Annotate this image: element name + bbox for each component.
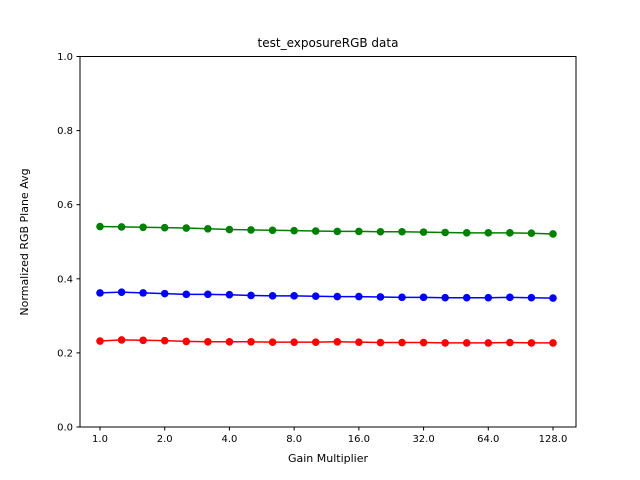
green-plane-marker (117, 223, 126, 231)
x-tick-label: 4.0 (221, 434, 237, 445)
blue-plane-marker (355, 292, 363, 301)
x-tick-label: 2.0 (157, 434, 173, 445)
x-tick-label: 32.0 (412, 434, 434, 445)
green-plane-marker (268, 226, 277, 235)
red-plane-marker (398, 338, 406, 347)
blue-plane-marker (376, 293, 385, 301)
green-plane-marker (182, 224, 191, 232)
red-plane-marker (527, 339, 536, 347)
x-tick-label: 128.0 (539, 434, 568, 445)
green-plane-marker (398, 227, 406, 236)
red-plane-marker (182, 337, 191, 346)
green-plane-marker (225, 225, 234, 234)
green-plane-marker (376, 227, 385, 236)
blue-plane-marker (506, 293, 514, 302)
red-plane-marker (549, 339, 557, 347)
y-tick-label: 1.0 (57, 52, 73, 63)
blue-plane-marker (247, 291, 255, 300)
blue-plane-marker (182, 290, 191, 299)
blue-plane-marker (484, 293, 493, 302)
green-plane-marker (204, 224, 212, 233)
green-plane-marker (311, 227, 320, 235)
x-tick-label: 64.0 (477, 434, 499, 445)
green-plane-marker (441, 228, 449, 237)
red-plane-marker (225, 337, 234, 346)
blue-plane-marker (96, 289, 104, 297)
red-plane-marker (355, 338, 363, 346)
blue-plane-marker (139, 289, 147, 297)
red-plane-marker (333, 337, 342, 346)
green-plane-line (99, 225, 554, 235)
red-plane-marker (139, 336, 147, 345)
red-plane-marker (117, 336, 126, 344)
blue-plane-marker (527, 293, 536, 302)
y-tick-label: 0.8 (57, 126, 73, 137)
red-plane-marker (441, 339, 449, 347)
y-tick-label: 0.0 (57, 423, 73, 434)
y-tick-label: 0.6 (57, 200, 73, 211)
axis-ticks: 1.0 2.0 4.0 8.0 16.0 32.0 64.0 128.0 0.0 0.2 0.4 0.… (57, 52, 567, 445)
x-tick-label: 1.0 (92, 434, 108, 445)
plot-border (79, 56, 577, 428)
green-plane-marker (160, 223, 169, 232)
red-plane-marker (96, 337, 104, 345)
blue-plane-marker (204, 290, 212, 299)
green-plane-marker (549, 230, 557, 238)
blue-plane-line (99, 291, 554, 299)
y-axis-label: Normalized RGB Plane Avg (18, 168, 31, 315)
blue-plane-marker (311, 292, 320, 301)
green-plane-marker (506, 229, 514, 237)
red-plane-marker (204, 337, 212, 346)
blue-plane-marker (117, 288, 126, 296)
green-plane-marker (247, 226, 255, 234)
red-plane-marker (462, 339, 471, 347)
red-plane-marker (247, 337, 255, 346)
green-plane-marker (355, 227, 363, 236)
red-plane-marker (376, 338, 385, 347)
red-plane-marker (484, 339, 493, 347)
blue-plane-marker (441, 293, 449, 302)
red-plane-marker (160, 336, 169, 345)
x-tick-label: 16.0 (348, 434, 370, 445)
green-plane-marker (462, 229, 471, 237)
blue-plane-marker (333, 292, 342, 301)
green-plane-marker (484, 229, 493, 237)
red-plane-marker (311, 338, 320, 346)
x-tick-label: 8.0 (286, 434, 302, 445)
red-plane-line (99, 339, 553, 344)
x-axis-label: Gain Multiplier (288, 452, 369, 465)
data-series (96, 222, 557, 347)
chart-title: test_exposureRGB data (258, 36, 399, 50)
blue-plane-marker (160, 289, 169, 298)
green-plane-marker (333, 227, 342, 236)
green-plane-marker (139, 223, 147, 232)
red-plane-marker (419, 338, 428, 347)
y-tick-label: 0.4 (57, 274, 73, 285)
blue-plane-marker (290, 292, 298, 300)
red-plane-marker (290, 338, 298, 346)
green-plane-marker (419, 228, 428, 236)
green-plane-marker (96, 222, 104, 231)
blue-plane-marker (398, 293, 406, 302)
y-tick-label: 0.2 (57, 348, 73, 359)
red-plane-marker (506, 338, 514, 347)
blue-plane-marker (462, 293, 471, 302)
blue-plane-marker (268, 292, 277, 300)
blue-plane-marker (225, 290, 234, 299)
green-plane-marker (290, 226, 298, 235)
blue-plane-marker (549, 294, 557, 302)
green-plane-marker (527, 229, 536, 238)
blue-plane-marker (419, 293, 428, 302)
red-plane-marker (268, 338, 277, 346)
